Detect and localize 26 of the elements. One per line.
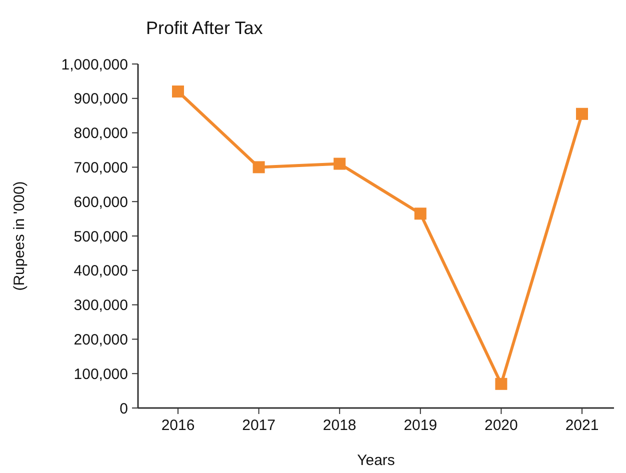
x-tick-label: 2020	[484, 417, 518, 434]
x-tick-label: 2017	[242, 417, 276, 434]
point	[576, 108, 588, 120]
point	[334, 158, 346, 170]
y-tick-label: 300,000	[74, 297, 128, 314]
x-tick-label: 2018	[322, 417, 356, 434]
chart-title: Profit After Tax	[146, 18, 263, 38]
point	[495, 378, 508, 390]
x-tick-label: 2021	[565, 417, 599, 434]
point	[414, 208, 426, 220]
x-tick-label: 2016	[161, 417, 195, 434]
y-tick-label: 200,000	[74, 331, 128, 348]
y-tick-label: 500,000	[74, 228, 128, 246]
y-tick-label: 1,000,000	[61, 56, 128, 74]
y-tick-label: 0	[120, 400, 128, 418]
x-axis-title: Years	[357, 452, 395, 469]
point	[252, 161, 265, 174]
point	[172, 86, 184, 98]
y-tick-label: 100,000	[74, 366, 128, 383]
y-tick-label: 600,000	[74, 194, 128, 211]
y-axis-title: (Rupees in '000)	[11, 181, 28, 291]
x-tick-label: 2019	[404, 417, 438, 434]
y-tick-label: 700,000	[74, 159, 128, 176]
y-tick-label: 900,000	[74, 90, 128, 108]
y-tick-label: 800,000	[74, 125, 128, 142]
y-tick-label: 400,000	[74, 262, 128, 280]
